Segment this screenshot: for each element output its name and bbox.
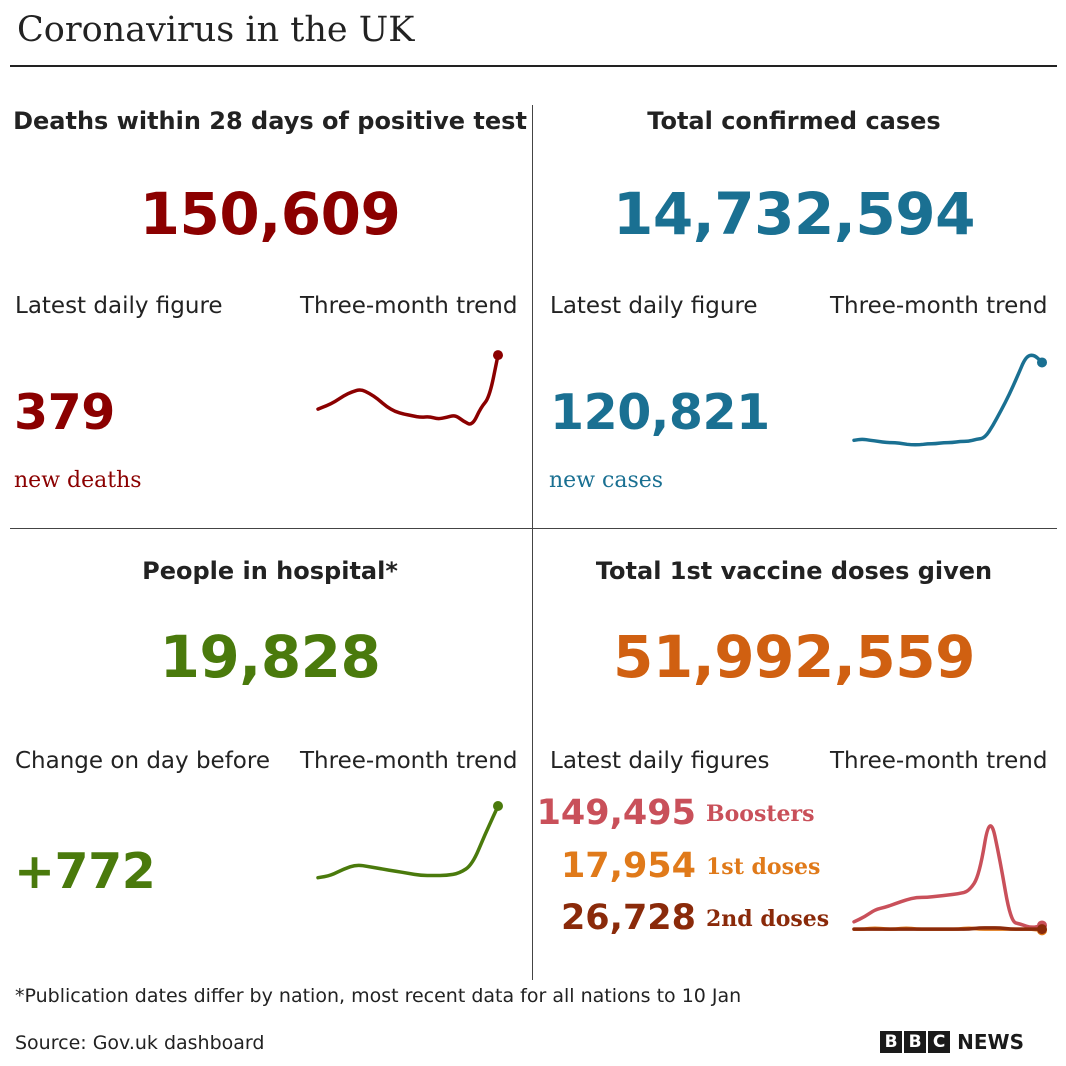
hospital-total: 19,828 (159, 623, 381, 691)
deaths-unit: new deaths (14, 468, 142, 493)
vaccine-total: 51,992,559 (613, 623, 975, 691)
bbc-logo-letter: B (880, 1031, 903, 1053)
horizontal-divider (10, 528, 1057, 529)
cases-latest-value: 120,821 (550, 384, 770, 441)
deaths-trend-label: Three-month trend (300, 293, 518, 319)
trend-end-point (493, 350, 503, 361)
cases-trend-chart (852, 353, 1047, 447)
footnote: *Publication dates differ by nation, mos… (15, 985, 742, 1007)
cases-unit: new cases (549, 468, 664, 493)
hospital-trend-label: Three-month trend (300, 748, 518, 774)
bbc-logo-news: NEWS (957, 1030, 1024, 1054)
second-doses-value: 26,728 (560, 898, 696, 938)
bbc-logo-letter: B (904, 1031, 927, 1053)
2nd-doses-trend-line (852, 926, 1044, 931)
vaccine-trend-label: Three-month trend (830, 748, 1048, 774)
trend-line (852, 353, 1044, 447)
deaths-latest-value: 379 (14, 384, 115, 441)
source-note: Source: Gov.uk dashboard (15, 1032, 265, 1054)
cases-heading: Total confirmed cases (647, 107, 941, 135)
hospital-trend-chart (316, 801, 503, 880)
first-doses-label: 1st doses (706, 854, 821, 880)
boosters-label: Boosters (706, 801, 815, 827)
bbc-news-logo: B B C NEWS (880, 1030, 1024, 1054)
vertical-divider (532, 105, 533, 980)
hospital-latest-value: +772 (14, 843, 156, 900)
trend-end-point (1037, 924, 1047, 935)
bbc-logo-letter: C (928, 1031, 951, 1053)
vaccine-heading: Total 1st vaccine doses given (595, 557, 993, 585)
cases-latest-label: Latest daily figure (550, 293, 758, 319)
boosters-value: 149,495 (536, 793, 696, 833)
boosters-trend-line (852, 824, 1044, 929)
deaths-trend-chart (316, 350, 503, 426)
trend-line (316, 353, 500, 426)
trend-line (316, 804, 500, 880)
cases-trend-label: Three-month trend (830, 293, 1048, 319)
trend-end-point (493, 801, 503, 811)
hospital-heading: People in hospital* (142, 557, 398, 585)
title-rule (10, 65, 1057, 67)
trend-end-point (1037, 357, 1047, 368)
cases-total: 14,732,594 (613, 180, 975, 248)
first-doses-value: 17,954 (560, 846, 696, 886)
deaths-latest-label: Latest daily figure (15, 293, 223, 319)
vaccine-trend-chart (852, 824, 1047, 936)
deaths-total: 150,609 (139, 180, 401, 248)
second-doses-label: 2nd doses (706, 906, 830, 932)
vaccine-latest-label: Latest daily figures (550, 748, 770, 774)
page-title: Coronavirus in the UK (17, 10, 415, 50)
deaths-heading: Deaths within 28 days of positive test (13, 107, 527, 135)
hospital-latest-label: Change on day before (15, 748, 270, 774)
